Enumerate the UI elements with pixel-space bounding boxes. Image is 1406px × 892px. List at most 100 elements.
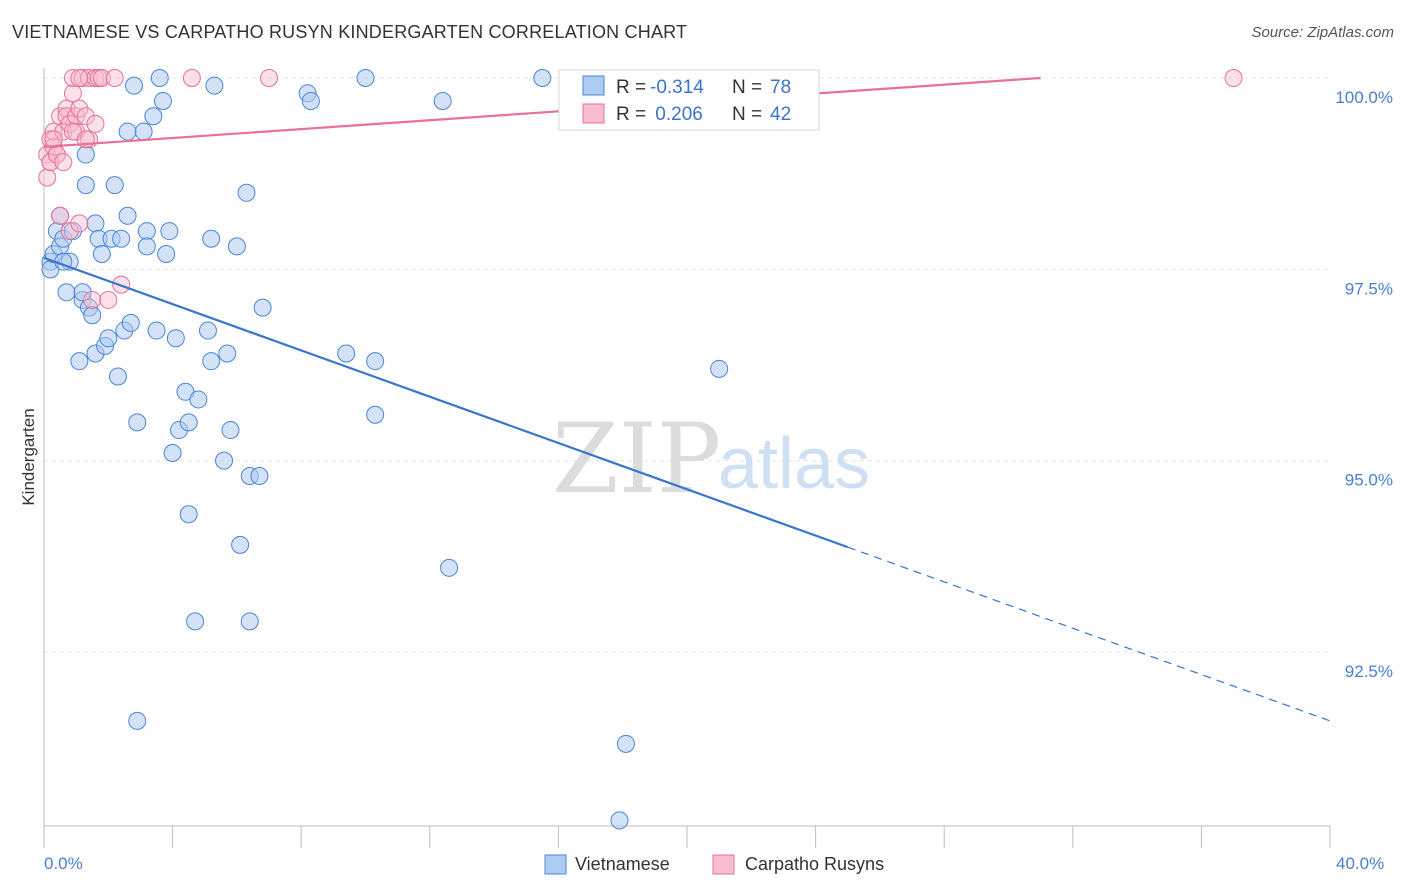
- vietnamese-point-26: [118, 122, 137, 141]
- carpatho-point-5: [44, 122, 63, 141]
- carpatho-point-14: [63, 84, 82, 103]
- legend-swatch-carpatho: [582, 103, 605, 124]
- bottom-legend-swatch-carpatho[interactable]: [712, 854, 735, 875]
- vietnamese-point-52: [218, 344, 237, 363]
- bottom-legend-label-carpatho[interactable]: Carpatho Rusyns: [745, 854, 884, 874]
- carpatho-point-26: [86, 114, 105, 133]
- vietnamese-point-24: [112, 229, 131, 248]
- vietnamese-point-40: [166, 329, 185, 348]
- vietnamese-point-44: [179, 413, 198, 432]
- carpatho-point-24: [83, 290, 102, 309]
- vietnamese-point-35: [147, 321, 166, 340]
- carpatho-point-15: [63, 69, 82, 87]
- carpatho-point-30: [105, 69, 124, 87]
- vietnamese-point-37: [153, 91, 172, 110]
- vietnamese-point-33: [137, 237, 156, 256]
- y-tick-label-1: 95.0%: [1345, 471, 1393, 490]
- gridlines: [44, 77, 1330, 653]
- vietnamese-point-67: [433, 91, 452, 110]
- carpatho-point-22: [80, 69, 99, 87]
- y-axis-title: Kindergarten: [19, 408, 38, 505]
- vietnamese-point-23: [108, 367, 127, 386]
- vietnamese-point-27: [118, 206, 137, 225]
- legend-r-value-1: -0.314: [650, 77, 704, 98]
- vietnamese-point-71: [610, 811, 629, 830]
- legend-r-value-2: 0.206: [650, 104, 703, 125]
- carpatho-trend-line: [43, 76, 1041, 148]
- watermark-atlas: atlas: [718, 424, 870, 504]
- vietnamese-trend-line-extension: [847, 546, 1331, 722]
- vietnamese-point-62: [301, 91, 320, 110]
- vietnamese-point-53: [221, 421, 240, 440]
- vietnamese-point-10: [70, 352, 89, 371]
- legend-n-value-2: 42: [770, 104, 791, 125]
- vietnamese-point-55: [231, 535, 250, 554]
- vietnamese-point-66: [366, 352, 385, 371]
- trend-lines: [43, 76, 1331, 722]
- vietnamese-point-58: [240, 612, 259, 631]
- vietnamese-point-70: [616, 734, 635, 753]
- vietnamese-point-31: [134, 122, 153, 141]
- bottom-legend-swatch-vietnamese[interactable]: [544, 854, 567, 875]
- legend-r-label-1: R =: [616, 77, 646, 98]
- vietnamese-point-42: [163, 444, 182, 463]
- carpatho-point-10: [57, 99, 76, 118]
- carpatho-point-29: [99, 290, 118, 309]
- vietnamese-trend-line: [43, 256, 849, 549]
- vietnamese-point-39: [160, 222, 179, 241]
- carpatho-point-34: [1224, 69, 1243, 87]
- vietnamese-point-73: [128, 711, 147, 730]
- vietnamese-point-51: [215, 451, 234, 470]
- vietnamese-point-50: [205, 76, 224, 95]
- legend-n-label-2: N =: [732, 104, 762, 125]
- vietnamese-point-69: [533, 69, 552, 87]
- carpatho-point-18: [70, 214, 89, 233]
- y-tick-label-0: 92.5%: [1345, 662, 1393, 681]
- vietnamese-point-22: [105, 176, 124, 195]
- x-tick-label-max: 40.0%: [1336, 854, 1384, 873]
- vietnamese-point-34: [144, 107, 163, 126]
- vietnamese-point-72: [710, 359, 729, 378]
- bottom-legend: Vietnamese Carpatho Rusyns: [544, 854, 884, 875]
- vietnamese-point-7: [57, 283, 76, 302]
- vietnamese-point-49: [202, 229, 221, 248]
- vietnamese-point-38: [157, 245, 176, 264]
- carpatho-point-28: [92, 69, 111, 87]
- vietnamese-point-20: [99, 329, 118, 348]
- vietnamese-point-29: [121, 313, 140, 332]
- carpatho-point-38: [44, 130, 63, 149]
- carpatho-point-7: [51, 107, 70, 126]
- vietnamese-point-12: [76, 176, 95, 195]
- vietnamese-point-56: [237, 183, 256, 202]
- carpatho-point-39: [70, 69, 89, 87]
- vietnamese-point-46: [189, 390, 208, 409]
- y-tick-label-3: 100.0%: [1335, 88, 1393, 107]
- chart-title: VIETNAMESE VS CARPATHO RUSYN KINDERGARTE…: [12, 22, 688, 42]
- legend-n-label-1: N =: [732, 77, 762, 98]
- vietnamese-point-48: [202, 352, 221, 371]
- carpatho-point-13: [60, 222, 79, 241]
- bottom-legend-label-vietnamese[interactable]: Vietnamese: [575, 854, 670, 874]
- vietnamese-point-45: [186, 612, 205, 631]
- carpatho-point-37: [54, 153, 73, 172]
- carpatho-point-35: [41, 153, 60, 172]
- vietnamese-point-54: [227, 237, 246, 256]
- vietnamese-point-60: [253, 298, 272, 317]
- vietnamese-point-14: [83, 306, 102, 325]
- vietnamese-point-47: [198, 321, 217, 340]
- vietnamese-point-64: [356, 69, 375, 87]
- vietnamese-point-75: [76, 145, 95, 164]
- legend-n-value-1: 78: [770, 77, 791, 98]
- carpatho-point-32: [182, 69, 201, 87]
- carpatho-point-21: [76, 107, 95, 126]
- vietnamese-point-16: [86, 214, 105, 233]
- legend-swatch-vietnamese: [582, 75, 605, 96]
- vietnamese-point-30: [128, 413, 147, 432]
- vietnamese-point-36: [150, 69, 169, 87]
- carpatho-point-33: [260, 69, 279, 87]
- carpatho-point-9: [54, 122, 73, 141]
- y-tick-label-2: 97.5%: [1345, 279, 1393, 298]
- vietnamese-point-59: [250, 466, 269, 485]
- legend-box: R = -0.314 N = 78 R = 0.206 N = 42: [558, 69, 820, 131]
